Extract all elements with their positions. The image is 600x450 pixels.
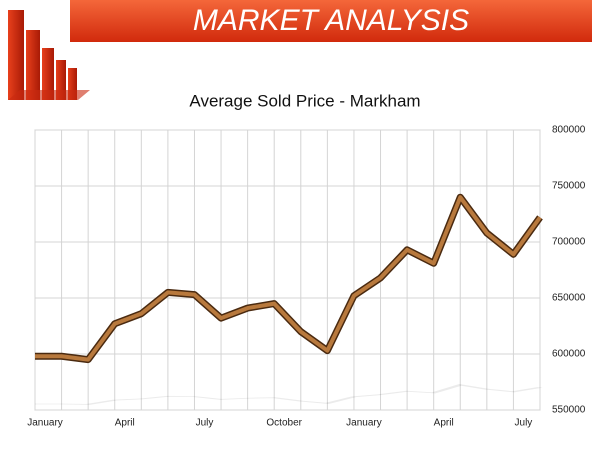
header-title: MARKET ANALYSIS xyxy=(193,4,469,37)
line-shadow xyxy=(35,384,543,405)
header-bar xyxy=(70,0,592,42)
x-tick-label: January xyxy=(27,418,63,429)
chart-title: Average Sold Price - Markham xyxy=(189,91,420,110)
x-tick-label: October xyxy=(266,418,302,429)
x-tick-label: July xyxy=(196,418,214,429)
x-tick-label: January xyxy=(346,418,382,429)
x-tick-label: April xyxy=(434,418,454,429)
y-tick-label: 750000 xyxy=(552,181,586,192)
y-tick-label: 650000 xyxy=(552,293,586,304)
y-tick-label: 800000 xyxy=(552,125,586,136)
y-tick-label: 700000 xyxy=(552,237,586,248)
data-line-face xyxy=(35,195,542,362)
y-tick-label: 600000 xyxy=(552,349,586,360)
logo-icon xyxy=(8,10,90,100)
x-tick-label: April xyxy=(115,418,135,429)
x-tick-label: July xyxy=(515,418,533,429)
plot-area xyxy=(34,129,541,411)
y-tick-label: 550000 xyxy=(552,405,586,416)
data-line xyxy=(35,193,543,364)
